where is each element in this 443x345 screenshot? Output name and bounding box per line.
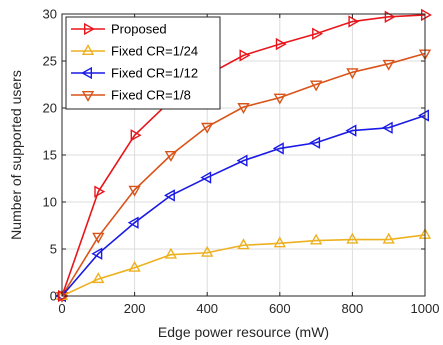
legend-label: Proposed	[111, 22, 167, 37]
y-axis-label: Number of supported users	[8, 70, 24, 240]
data-point	[237, 238, 250, 250]
data-point	[92, 232, 105, 244]
legend-marker	[81, 90, 95, 102]
data-point	[94, 185, 106, 198]
data-point	[273, 236, 286, 248]
data-point	[164, 247, 178, 259]
data-point	[346, 68, 359, 80]
data-point	[309, 136, 321, 149]
x-tick-label: 800	[342, 301, 364, 316]
series-line	[61, 114, 426, 297]
legend-marker	[83, 22, 95, 36]
series-line	[61, 14, 426, 297]
data-point	[58, 289, 69, 303]
x-tick-label: 400	[196, 301, 218, 316]
axis-ticks: 0 200 400 600 800 1000 0 5 10 15 20 25 30	[43, 7, 440, 317]
data-point	[346, 232, 359, 244]
data-point	[272, 142, 284, 155]
data-point	[312, 27, 324, 40]
data-point	[164, 150, 178, 162]
data-point	[309, 233, 323, 245]
y-tick-label: 30	[43, 7, 57, 22]
data-point	[201, 122, 214, 134]
legend-label: Fixed CR=1/24	[111, 44, 198, 59]
x-tick-label: 200	[124, 301, 146, 316]
y-tick-label: 10	[43, 195, 57, 210]
x-axis-label: Edge power resource (mW)	[158, 324, 329, 340]
data-point	[163, 189, 175, 202]
legend-item: Fixed CR=1/24	[71, 44, 198, 59]
series-line	[61, 234, 426, 297]
data-point	[201, 245, 214, 257]
legend-item: Fixed CR=1/12	[71, 66, 198, 81]
data-point	[348, 15, 360, 28]
data-point	[421, 8, 432, 22]
legend-item: Fixed CR=1/8	[71, 88, 191, 103]
data-point	[382, 232, 395, 244]
y-tick-label: 25	[43, 54, 57, 69]
data-point	[418, 109, 429, 122]
legend-marker	[81, 44, 95, 55]
data-point	[92, 272, 105, 284]
data-point	[130, 129, 142, 142]
y-tick-label: 0	[50, 289, 57, 304]
x-tick-label: 0	[58, 301, 65, 316]
data-point	[128, 260, 141, 272]
data-point	[239, 49, 251, 62]
series-layer	[55, 8, 432, 303]
y-tick-label: 15	[43, 148, 57, 163]
data-point	[127, 216, 139, 229]
legend-label: Fixed CR=1/12	[111, 66, 198, 81]
legend-marker	[81, 66, 93, 80]
y-tick-label: 20	[43, 101, 57, 116]
data-point	[345, 124, 357, 137]
legend-label: Fixed CR=1/8	[111, 88, 191, 103]
legend-item: Proposed	[71, 22, 167, 37]
legend: Proposed Fixed CR=1/24 Fixed CR=1/12 Fixed …	[65, 16, 221, 110]
data-point	[237, 103, 250, 114]
data-point	[273, 93, 286, 105]
data-point	[91, 247, 103, 260]
data-point	[275, 37, 287, 51]
data-point	[200, 171, 212, 184]
y-tick-label: 5	[50, 242, 57, 257]
x-tick-label: 1000	[411, 301, 440, 316]
series-line	[61, 52, 426, 297]
x-tick-label: 600	[269, 301, 291, 316]
data-point	[128, 185, 141, 197]
data-point	[309, 80, 323, 92]
data-point	[382, 59, 395, 71]
data-point	[381, 121, 393, 134]
data-point	[236, 154, 248, 167]
